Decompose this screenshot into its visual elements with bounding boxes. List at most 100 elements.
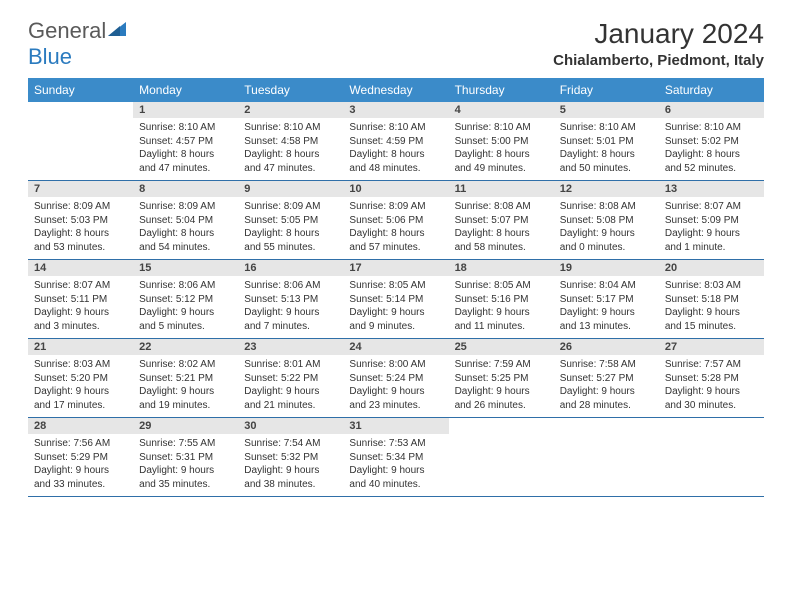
sunset-text: Sunset: 5:08 PM [560, 214, 653, 228]
sunset-text: Sunset: 5:00 PM [455, 135, 548, 149]
day-number: 13 [659, 181, 764, 197]
daylight-text: Daylight: 9 hours [244, 385, 337, 399]
logo-text-general: General [28, 18, 106, 43]
day-number: 17 [343, 260, 448, 276]
day-header-wed: Wednesday [343, 78, 448, 102]
daylight-text: and 28 minutes. [560, 399, 653, 413]
sunrise-text: Sunrise: 7:58 AM [560, 358, 653, 372]
daylight-text: and 21 minutes. [244, 399, 337, 413]
day-details: Sunrise: 8:09 AMSunset: 5:05 PMDaylight:… [238, 197, 343, 259]
calendar-cell: 13Sunrise: 8:07 AMSunset: 5:09 PMDayligh… [659, 181, 764, 259]
sunrise-text: Sunrise: 8:09 AM [244, 200, 337, 214]
daylight-text: Daylight: 9 hours [349, 306, 442, 320]
sunset-text: Sunset: 5:20 PM [34, 372, 127, 386]
day-details: Sunrise: 8:06 AMSunset: 5:13 PMDaylight:… [238, 276, 343, 338]
day-number: 1 [133, 102, 238, 118]
sunrise-text: Sunrise: 8:10 AM [665, 121, 758, 135]
sunrise-text: Sunrise: 8:01 AM [244, 358, 337, 372]
sunset-text: Sunset: 5:07 PM [455, 214, 548, 228]
week-row: 14 Sunrise: 8:07 AMSunset: 5:11 PM Dayligh… [28, 260, 764, 339]
day-header-row: Sunday Monday Tuesday Wednesday Thursday… [28, 78, 764, 102]
sunrise-text: Sunrise: 8:08 AM [560, 200, 653, 214]
sunrise-text: Sunrise: 8:10 AM [349, 121, 442, 135]
daylight-text: and 3 minutes. [34, 320, 127, 334]
day-number: 3 [343, 102, 448, 118]
day-details: Sunrise: 8:09 AMSunset: 5:06 PMDaylight:… [343, 197, 448, 259]
daylight-text: Daylight: 9 hours [560, 385, 653, 399]
sunset-text: Sunset: 5:05 PM [244, 214, 337, 228]
sunrise-text: Sunrise: 8:06 AM [139, 279, 232, 293]
calendar-cell: 3Sunrise: 8:10 AMSunset: 4:59 PMDaylight… [343, 102, 448, 180]
sunrise-text: Sunrise: 8:08 AM [455, 200, 548, 214]
day-number: 7 [28, 181, 133, 197]
daylight-text: Daylight: 8 hours [455, 227, 548, 241]
calendar: Sunday Monday Tuesday Wednesday Thursday… [28, 78, 764, 497]
sunrise-text: Sunrise: 8:10 AM [244, 121, 337, 135]
week-row: 28Sunrise: 7:56 AMSunset: 5:29 PMDayligh… [28, 418, 764, 497]
daylight-text: and 30 minutes. [665, 399, 758, 413]
daylight-text: and 50 minutes. [560, 162, 653, 176]
sunrise-text: Sunrise: 8:06 AM [244, 279, 337, 293]
calendar-cell: 11Sunrise: 8:08 AMSunset: 5:07 PMDayligh… [449, 181, 554, 259]
day-number: 24 [343, 339, 448, 355]
header: General Blue January 2024 Chialamberto, … [28, 18, 764, 70]
day-details: Sunrise: 8:08 AMSunset: 5:08 PMDaylight:… [554, 197, 659, 259]
location: Chialamberto, Piedmont, Italy [553, 52, 764, 69]
daylight-text: Daylight: 9 hours [665, 306, 758, 320]
day-number: 5 [554, 102, 659, 118]
daylight-text: Daylight: 8 hours [455, 148, 548, 162]
daylight-text: and 17 minutes. [34, 399, 127, 413]
day-number: 10 [343, 181, 448, 197]
daylight-text: Daylight: 8 hours [665, 148, 758, 162]
calendar-cell: 4Sunrise: 8:10 AMSunset: 5:00 PMDaylight… [449, 102, 554, 180]
logo-text: General Blue [28, 18, 128, 70]
daylight-text: Daylight: 9 hours [139, 385, 232, 399]
sunrise-text: Sunrise: 7:57 AM [665, 358, 758, 372]
calendar-cell: 25Sunrise: 7:59 AMSunset: 5:25 PMDayligh… [449, 339, 554, 417]
day-details: Sunrise: 7:57 AMSunset: 5:28 PMDaylight:… [659, 355, 764, 417]
daylight-text: and 57 minutes. [349, 241, 442, 255]
sunset-text: Sunset: 5:13 PM [244, 293, 337, 307]
day-details: Sunrise: 8:09 AMSunset: 5:04 PMDaylight:… [133, 197, 238, 259]
daylight-text: and 11 minutes. [455, 320, 548, 334]
daylight-text: and 35 minutes. [139, 478, 232, 492]
day-number: 23 [238, 339, 343, 355]
calendar-cell: 21Sunrise: 8:03 AMSunset: 5:20 PMDayligh… [28, 339, 133, 417]
daylight-text: Daylight: 8 hours [349, 148, 442, 162]
calendar-cell: 5Sunrise: 8:10 AMSunset: 5:01 PMDaylight… [554, 102, 659, 180]
sunrise-text: Sunrise: 8:07 AM [34, 279, 127, 293]
sunset-text: Sunset: 5:02 PM [665, 135, 758, 149]
daylight-text: and 38 minutes. [244, 478, 337, 492]
day-details: Sunrise: 8:02 AMSunset: 5:21 PMDaylight:… [133, 355, 238, 417]
day-number: 14 [28, 260, 133, 276]
title-block: January 2024 Chialamberto, Piedmont, Ita… [553, 18, 764, 69]
sunrise-text: Sunrise: 8:07 AM [665, 200, 758, 214]
week-row: 7Sunrise: 8:09 AMSunset: 5:03 PMDaylight… [28, 181, 764, 260]
sunset-text: Sunset: 5:11 PM [34, 293, 127, 307]
calendar-cell: 12Sunrise: 8:08 AMSunset: 5:08 PMDayligh… [554, 181, 659, 259]
day-number: 6 [659, 102, 764, 118]
sunrise-text: Sunrise: 8:10 AM [139, 121, 232, 135]
day-number: 8 [133, 181, 238, 197]
sunset-text: Sunset: 4:58 PM [244, 135, 337, 149]
day-header-mon: Monday [133, 78, 238, 102]
daylight-text: and 47 minutes. [244, 162, 337, 176]
calendar-cell [554, 418, 659, 496]
day-details: Sunrise: 8:09 AMSunset: 5:03 PMDaylight:… [28, 197, 133, 259]
daylight-text: and 26 minutes. [455, 399, 548, 413]
day-details: Sunrise: 8:10 AMSunset: 4:57 PMDaylight:… [133, 118, 238, 180]
logo: General Blue [28, 18, 128, 70]
day-details: Sunrise: 8:03 AMSunset: 5:20 PMDaylight:… [28, 355, 133, 417]
sunrise-text: Sunrise: 8:03 AM [34, 358, 127, 372]
day-number [659, 418, 764, 434]
calendar-cell: 31Sunrise: 7:53 AMSunset: 5:34 PMDayligh… [343, 418, 448, 496]
day-details: Sunrise: 8:04 AMSunset: 5:17 PMDaylight:… [554, 276, 659, 338]
day-number: 27 [659, 339, 764, 355]
day-number: 20 [659, 260, 764, 276]
sunset-text: Sunset: 5:25 PM [455, 372, 548, 386]
day-number [554, 418, 659, 434]
calendar-cell: 28Sunrise: 7:56 AMSunset: 5:29 PMDayligh… [28, 418, 133, 496]
calendar-cell: 14Sunrise: 8:07 AMSunset: 5:11 PMDayligh… [28, 260, 133, 338]
day-details: Sunrise: 8:10 AMSunset: 5:00 PMDaylight:… [449, 118, 554, 180]
day-header-sat: Saturday [659, 78, 764, 102]
